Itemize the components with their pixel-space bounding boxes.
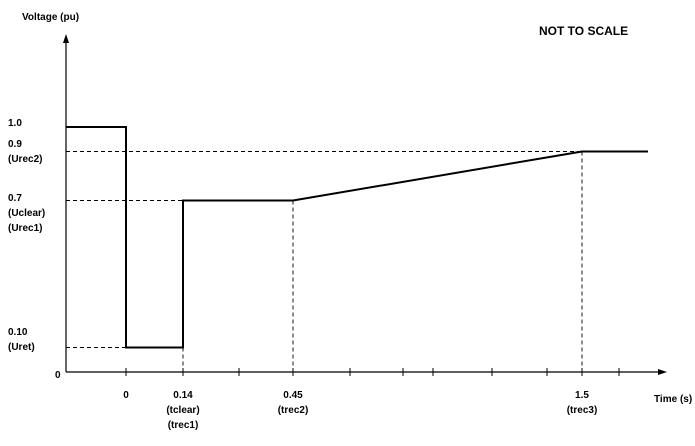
not-to-scale-note: NOT TO SCALE — [539, 24, 628, 38]
x-tick-label: 0 — [123, 390, 129, 401]
series-layer — [66, 126, 648, 349]
y-tick-label: (Urec2) — [8, 154, 42, 165]
x-tick-label: 0.14 — [173, 390, 193, 401]
origin-label: 0 — [55, 370, 61, 381]
guide-lines — [66, 151, 583, 372]
x-tick-label: (trec3) — [567, 405, 598, 416]
x-tick-label: 0.45 — [283, 390, 303, 401]
y-tick-label: (Uclear) — [8, 208, 45, 219]
y-tick-label: 0.10 — [8, 327, 28, 338]
x-minor-ticks — [125, 368, 620, 376]
x-tick-label: (tclear) — [166, 405, 199, 416]
y-tick-labels: 1.0 0.9 (Urec2) 0.7 (Uclear) (Urec1) 0.10 (Uret… — [8, 118, 45, 353]
y-axis-arrow — [63, 34, 69, 43]
x-tick-labels: 0 0.14 (tclear) (trec1) 0.45 (trec2) 1.5 (trec3… — [123, 390, 597, 431]
y-tick-label: (Uret) — [8, 342, 35, 353]
x-axis-title: Time (s) — [654, 394, 692, 405]
x-tick-label: (trec2) — [278, 405, 309, 416]
y-tick-label: 1.0 — [8, 118, 22, 129]
x-tick-label: (trec1) — [168, 420, 199, 431]
voltage-profile-line — [66, 126, 648, 349]
x-tick-label: 1.5 — [575, 390, 589, 401]
y-tick-label: (Urec1) — [8, 223, 42, 234]
y-axis-title: Voltage (pu) — [22, 12, 79, 23]
x-axis-arrow — [658, 369, 667, 375]
y-tick-label: 0.9 — [8, 139, 22, 150]
y-tick-label: 0.7 — [8, 193, 22, 204]
